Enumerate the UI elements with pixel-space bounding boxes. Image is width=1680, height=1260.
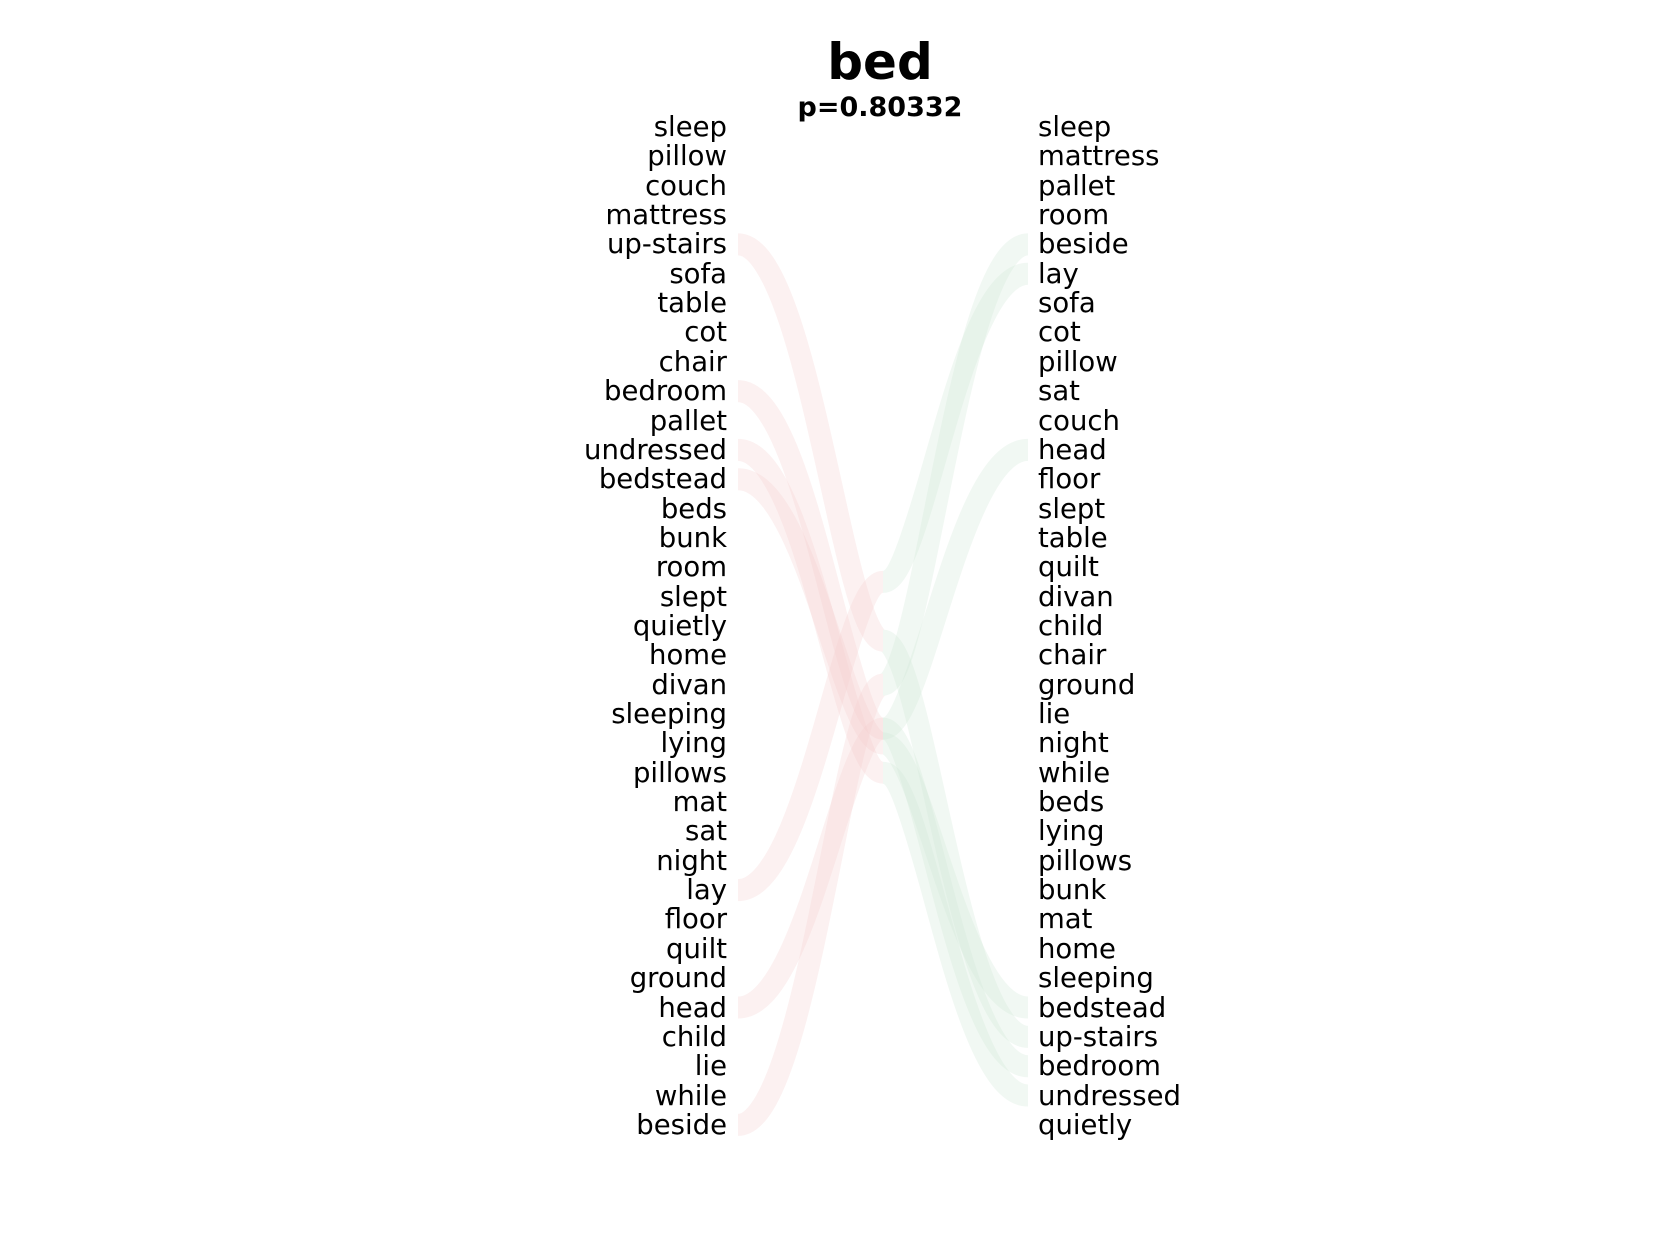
right-word: lay bbox=[1038, 257, 1079, 290]
right-word: slept bbox=[1038, 492, 1106, 525]
right-word: child bbox=[1038, 609, 1104, 642]
flow-ribbon bbox=[735, 380, 1031, 1078]
left-word: pillows bbox=[632, 756, 727, 789]
left-word: cot bbox=[684, 316, 727, 349]
right-word: undressed bbox=[1038, 1079, 1181, 1112]
right-word: sleeping bbox=[1038, 962, 1154, 995]
right-word: sat bbox=[1038, 375, 1080, 408]
right-word: floor bbox=[1038, 463, 1101, 496]
left-word-list: sleep pillow couch mattress up-stairs sofa tab… bbox=[0, 0, 727, 1260]
left-word: while bbox=[654, 1079, 727, 1112]
left-word: mat bbox=[672, 786, 727, 819]
flow-ribbon bbox=[736, 438, 1030, 1019]
left-word: sat bbox=[685, 815, 727, 848]
right-word: lying bbox=[1038, 815, 1105, 848]
left-word: sleeping bbox=[611, 698, 727, 730]
right-word: mattress bbox=[1038, 140, 1160, 173]
right-word: bedstead bbox=[1038, 991, 1167, 1024]
right-word: quietly bbox=[1038, 1108, 1133, 1141]
right-word: pillows bbox=[1038, 844, 1133, 877]
left-word: lying bbox=[660, 727, 727, 760]
subtitle: p=0.80332 bbox=[797, 92, 963, 123]
right-word: sofa bbox=[1038, 287, 1096, 320]
left-word: quietly bbox=[632, 609, 727, 642]
left-word: divan bbox=[651, 668, 727, 701]
left-word: beside bbox=[636, 1108, 727, 1141]
right-word: quilt bbox=[1038, 551, 1099, 584]
left-word: bunk bbox=[658, 521, 727, 554]
right-word: while bbox=[1038, 756, 1111, 789]
left-word: chair bbox=[658, 345, 727, 378]
left-word: mattress bbox=[605, 199, 727, 232]
right-word-list: sleep mattress pallet room beside lay sofa cot p… bbox=[1038, 0, 1680, 1260]
right-word: bunk bbox=[1038, 874, 1107, 907]
left-word: sofa bbox=[669, 257, 727, 290]
right-word: bedroom bbox=[1038, 1050, 1161, 1083]
right-word: beds bbox=[1038, 786, 1105, 819]
right-word: table bbox=[1038, 521, 1108, 554]
left-word: table bbox=[657, 287, 727, 320]
right-word: mat bbox=[1038, 903, 1093, 936]
flow-ribbon bbox=[735, 438, 1031, 1107]
right-word: up-stairs bbox=[1038, 1020, 1159, 1053]
right-word: lie bbox=[1038, 698, 1071, 730]
right-word: room bbox=[1038, 199, 1110, 232]
left-word: quilt bbox=[666, 932, 727, 965]
right-word: couch bbox=[1038, 404, 1120, 437]
right-word: beside bbox=[1038, 228, 1129, 261]
left-word: up-stairs bbox=[606, 228, 727, 261]
right-word: night bbox=[1038, 727, 1109, 760]
right-word: pallet bbox=[1038, 169, 1116, 202]
left-word: bedstead bbox=[598, 463, 727, 496]
left-word: home bbox=[649, 639, 727, 672]
left-word: undressed bbox=[584, 433, 727, 466]
title: bed bbox=[827, 33, 933, 91]
left-word: slept bbox=[659, 580, 727, 613]
left-word: room bbox=[655, 551, 727, 584]
left-word: sleep bbox=[653, 111, 727, 143]
left-word: ground bbox=[629, 962, 727, 995]
left-word: bedroom bbox=[604, 375, 727, 408]
right-word: ground bbox=[1038, 668, 1136, 701]
right-word: pillow bbox=[1038, 345, 1118, 378]
left-word: couch bbox=[645, 169, 727, 202]
flow-ribbon bbox=[735, 262, 1031, 902]
right-word: cot bbox=[1038, 316, 1081, 349]
left-word: head bbox=[658, 991, 727, 1024]
left-word: lay bbox=[686, 874, 727, 907]
right-word: divan bbox=[1038, 580, 1114, 613]
left-word: pillow bbox=[647, 140, 727, 173]
right-word: home bbox=[1038, 932, 1116, 965]
left-word: child bbox=[661, 1020, 727, 1053]
flow-ribbon bbox=[736, 468, 1030, 1019]
flow-ribbon bbox=[735, 233, 1031, 1136]
right-word: head bbox=[1038, 433, 1107, 466]
left-word: floor bbox=[664, 903, 727, 936]
right-word: chair bbox=[1038, 639, 1107, 672]
flow-ribbon bbox=[735, 233, 1031, 1048]
left-word: beds bbox=[660, 492, 727, 525]
left-word: lie bbox=[694, 1050, 727, 1083]
left-word: night bbox=[656, 844, 727, 877]
left-word: pallet bbox=[649, 404, 727, 437]
right-word: sleep bbox=[1038, 111, 1112, 143]
